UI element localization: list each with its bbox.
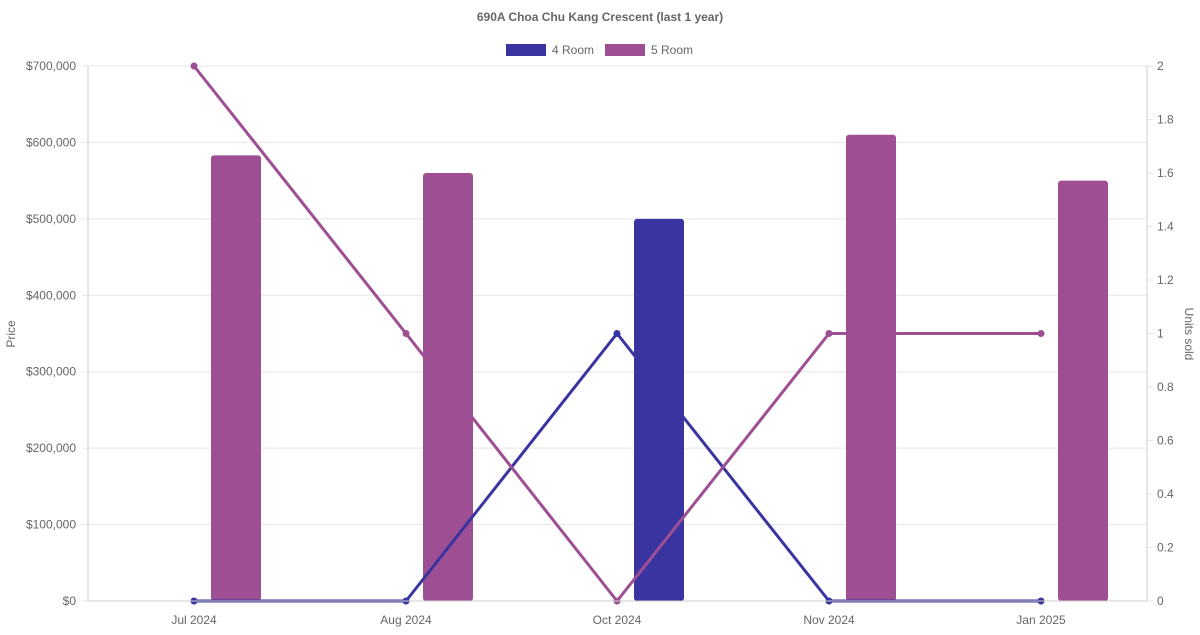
bar[interactable] (634, 218, 684, 601)
y-tick-label: $700,000 (26, 59, 76, 73)
legend[interactable]: 4 Room 5 Room (506, 43, 693, 57)
y2-tick-label: 0.8 (1157, 380, 1174, 394)
x-tick-label: Jan 2025 (1016, 613, 1066, 627)
y2-axis-label: Units sold (1182, 308, 1196, 361)
y2-tick-label: 1 (1157, 327, 1164, 341)
legend-label[interactable]: 4 Room (552, 43, 594, 57)
bar-layer (211, 134, 1108, 602)
y2-tick-label: 0 (1157, 594, 1164, 608)
y2-tick-label: 2 (1157, 59, 1164, 73)
data-point[interactable] (402, 330, 410, 337)
chart-title: 690A Choa Chu Kang Crescent (last 1 year… (477, 10, 723, 24)
data-point[interactable] (825, 330, 833, 337)
y2-tick-label: 0.2 (1157, 541, 1174, 555)
y-tick-label: $500,000 (26, 212, 76, 226)
x-tick-label: Nov 2024 (803, 613, 855, 627)
legend-swatch[interactable] (605, 44, 645, 56)
data-point[interactable] (190, 62, 198, 70)
y2-tick-label: 0.6 (1157, 434, 1174, 448)
y2-tick-label: 1.8 (1157, 113, 1174, 127)
axes: $0 $100,000 $200,000 $300,000 $400,000 $500,0… (26, 59, 1174, 627)
y-tick-label: $100,000 (26, 518, 76, 532)
data-point[interactable] (613, 330, 621, 337)
y-tick-label: $0 (63, 594, 77, 608)
data-point[interactable] (1037, 330, 1045, 337)
x-tick-label: Oct 2024 (593, 613, 642, 627)
x-tick-label: Jul 2024 (171, 613, 217, 627)
legend-swatch[interactable] (506, 44, 546, 56)
point-layer (190, 62, 1045, 605)
bar[interactable] (846, 134, 896, 602)
y2-tick-label: 1.4 (1157, 220, 1174, 234)
y2-tick-label: 1.6 (1157, 166, 1174, 180)
x-tick-label: Aug 2024 (380, 613, 432, 627)
bar[interactable] (1058, 180, 1108, 601)
y-axis-label: Price (4, 320, 18, 348)
y-tick-label: $200,000 (26, 441, 76, 455)
y-tick-label: $600,000 (26, 135, 76, 149)
y-tick-label: $400,000 (26, 288, 76, 302)
legend-label[interactable]: 5 Room (651, 43, 693, 57)
y2-tick-label: 1.2 (1157, 273, 1174, 287)
y2-tick-label: 0.4 (1157, 487, 1174, 501)
bar[interactable] (211, 155, 261, 601)
series-line (192, 332, 1043, 603)
grid-lines (82, 65, 1153, 606)
y-tick-label: $300,000 (26, 365, 76, 379)
